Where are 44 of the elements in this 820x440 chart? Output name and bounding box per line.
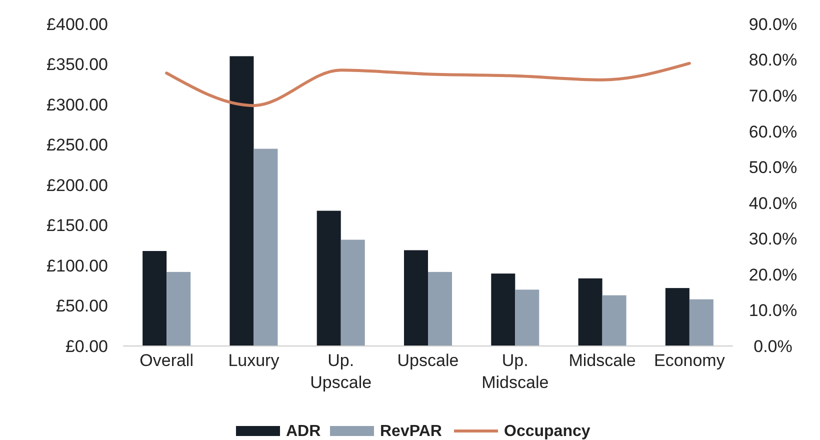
y2-tick-label: 80.0%: [748, 50, 798, 70]
y2-tick-label: 90.0%: [748, 14, 798, 34]
x-tick-label: Upscale: [397, 351, 459, 370]
bar: [491, 274, 516, 346]
y-tick-label: £50.00: [56, 296, 108, 316]
bar: [316, 210, 341, 346]
y-tick-label: £0.00: [65, 336, 108, 356]
legend-label: RevPAR: [380, 423, 442, 440]
y-tick-label: £200.00: [46, 176, 108, 195]
x-tick-label: Economy: [654, 351, 726, 370]
y-tick-label: £100.00: [46, 256, 108, 276]
y2-tick-label: 70.0%: [748, 86, 798, 106]
y-tick-label: £350.00: [46, 55, 108, 74]
x-tick-label: Luxury: [228, 351, 280, 370]
y2-tick-label: 50.0%: [748, 158, 798, 178]
y2-tick-label: 20.0%: [748, 265, 798, 284]
legend-label: Occupancy: [504, 423, 590, 440]
bar: [602, 295, 626, 346]
bar: [340, 240, 365, 346]
y2-tick-label: 60.0%: [748, 122, 798, 142]
bar: [689, 299, 714, 346]
bar: [230, 56, 254, 346]
y2-tick-label: 30.0%: [748, 230, 798, 249]
y2-tick-label: 10.0%: [748, 301, 798, 320]
x-tick-label: Midscale: [568, 351, 636, 370]
x-tick-label: Up. Midscale: [482, 351, 549, 392]
legend-label: ADR: [286, 423, 322, 440]
y2-tick-label: 0.0%: [754, 336, 792, 356]
x-tick-label: Overall: [140, 351, 194, 370]
y-tick-label: £150.00: [46, 216, 108, 236]
bar: [142, 251, 167, 346]
bar: [254, 148, 278, 346]
bar: [515, 290, 540, 346]
y2-tick-label: 40.0%: [748, 194, 798, 213]
bar: [166, 272, 191, 346]
y-tick-label: £250.00: [46, 136, 108, 155]
x-tick-label: Up. Upscale: [310, 351, 372, 392]
bar: [665, 288, 690, 346]
line-series: [165, 62, 691, 108]
bar: [428, 272, 452, 346]
bar: [578, 278, 602, 346]
y-tick-label: £300.00: [46, 95, 108, 114]
y-tick-label: £400.00: [46, 14, 108, 34]
bar: [404, 250, 428, 346]
